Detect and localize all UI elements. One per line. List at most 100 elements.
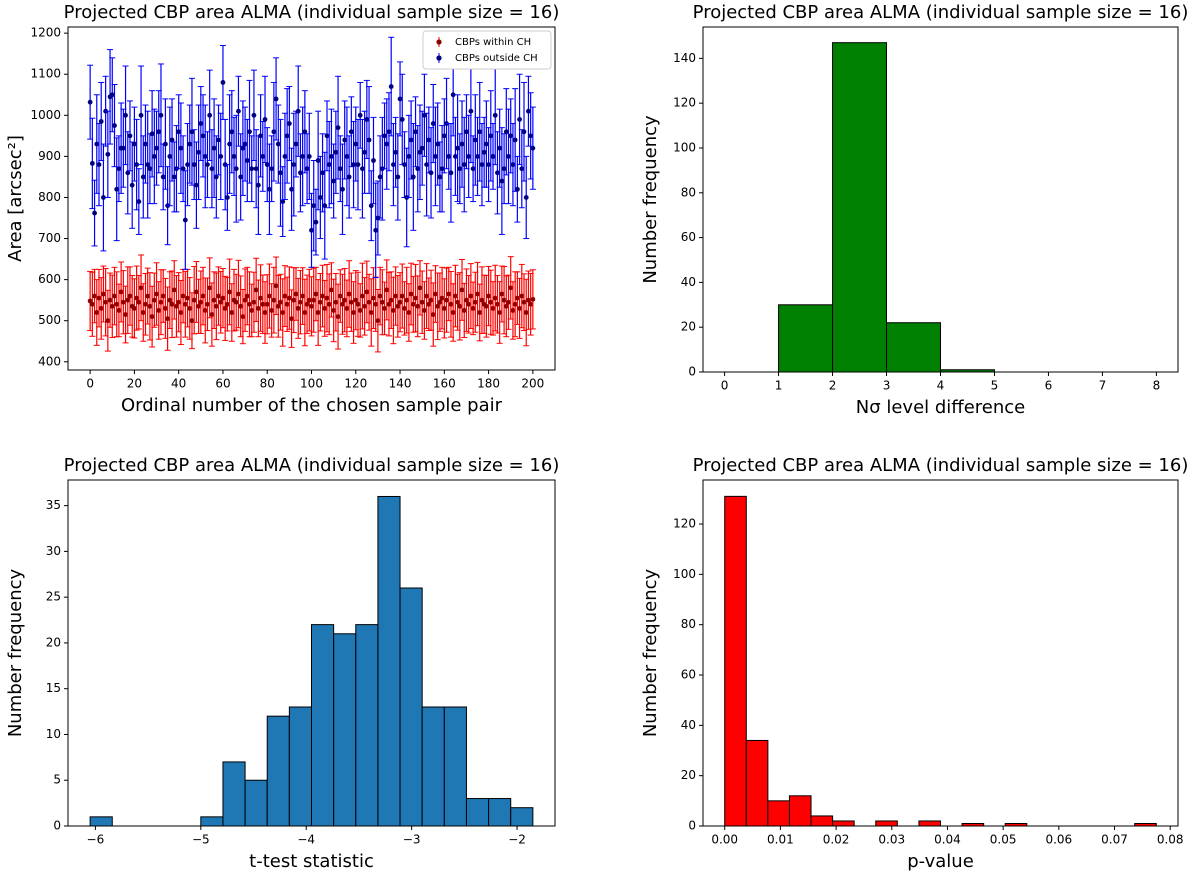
data-point [386, 301, 392, 307]
data-point [377, 293, 383, 299]
y-tick-label: 1200 [30, 26, 61, 40]
data-point [340, 301, 345, 307]
data-point [521, 129, 527, 135]
subplot: Projected CBP area ALMA (individual samp… [640, 2, 1188, 418]
histogram-bar [745, 739, 769, 827]
x-tick-label: 140 [389, 377, 412, 391]
data-point [386, 129, 392, 135]
data-point [348, 129, 354, 135]
data-point [450, 92, 456, 98]
histogram-bar [355, 624, 379, 827]
y-tick-label: 40 [681, 275, 696, 289]
plot-area [778, 42, 995, 373]
data-point [304, 301, 310, 307]
axes-frame [67, 479, 556, 827]
data-point [107, 297, 113, 303]
data-point [216, 293, 221, 299]
y-tick-label: 60 [681, 668, 696, 682]
data-point [236, 108, 241, 114]
data-point [105, 151, 111, 157]
data-point [229, 310, 235, 315]
data-point [479, 297, 485, 303]
data-point [353, 141, 359, 147]
data-point [224, 195, 230, 200]
data-point [309, 227, 314, 233]
data-point [490, 305, 496, 311]
x-tick-label: −3 [403, 833, 421, 847]
data-point [306, 297, 312, 303]
data-point [258, 133, 263, 139]
data-point [393, 149, 399, 155]
data-point [238, 303, 244, 309]
data-point [523, 195, 529, 200]
data-point [224, 301, 230, 307]
data-point [229, 129, 235, 135]
data-point [466, 301, 472, 307]
data-point [114, 301, 120, 307]
data-point [140, 174, 146, 180]
data-point [180, 293, 186, 299]
x-tick-label: 8 [1153, 379, 1161, 393]
y-axis-label: Area [arcsec²] [5, 135, 26, 262]
data-point [395, 303, 401, 309]
data-point [101, 195, 106, 200]
data-point [98, 119, 104, 124]
data-point [163, 305, 168, 311]
data-point [182, 301, 188, 307]
data-point [506, 153, 511, 159]
histogram-bar [810, 815, 834, 827]
y-tick-label: 1000 [30, 108, 61, 122]
data-point [313, 219, 319, 225]
histogram-bar [724, 495, 747, 827]
data-point [497, 145, 503, 151]
data-point [472, 299, 478, 305]
histogram-bar [465, 798, 490, 827]
data-point [435, 303, 441, 309]
data-point [101, 291, 106, 297]
data-point [89, 160, 95, 166]
data-point [240, 314, 246, 319]
histogram-bar [832, 820, 855, 827]
data-point [167, 153, 173, 159]
data-point [127, 133, 133, 139]
data-point [193, 182, 199, 188]
data-point [313, 291, 319, 297]
data-point [269, 166, 275, 172]
data-point [189, 318, 195, 324]
data-point [355, 301, 361, 307]
data-point [517, 305, 522, 311]
data-point [165, 316, 171, 322]
y-tick-label: 80 [681, 617, 696, 631]
y-tick-label: 800 [38, 190, 61, 204]
y-tick-label: 100 [673, 567, 696, 581]
data-point [342, 297, 348, 303]
y-tick-label: 20 [681, 768, 696, 782]
data-point [399, 117, 405, 122]
data-point [357, 112, 363, 118]
data-point [366, 137, 372, 143]
histogram-bar [886, 322, 941, 373]
data-point [342, 137, 348, 143]
data-point [528, 133, 534, 139]
data-point [211, 297, 217, 303]
x-tick-label: 40 [171, 377, 186, 391]
data-point [138, 285, 144, 291]
y-tick-label: 40 [681, 718, 696, 732]
data-point [514, 186, 520, 192]
data-point [410, 301, 416, 307]
data-point [198, 121, 204, 126]
data-point [464, 129, 469, 135]
data-point [244, 293, 250, 299]
data-point [220, 80, 226, 85]
data-point [309, 303, 314, 309]
data-point [452, 153, 458, 159]
data-point [227, 141, 232, 147]
x-tick-label: 0.04 [934, 833, 961, 847]
data-point [253, 166, 259, 172]
data-point [213, 174, 219, 180]
data-point [262, 117, 268, 122]
data-point [211, 145, 217, 151]
data-point [151, 297, 157, 303]
histogram-bar [89, 816, 113, 827]
